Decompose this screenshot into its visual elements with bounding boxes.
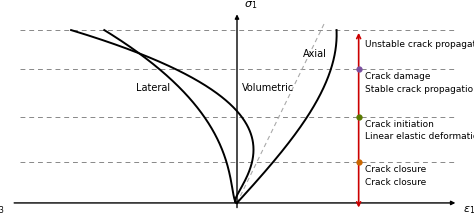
Text: Unstable crack propagation: Unstable crack propagation	[365, 40, 474, 49]
Text: Axial: Axial	[303, 49, 327, 59]
Text: $\varepsilon_1$: $\varepsilon_1$	[463, 204, 474, 216]
Text: Crack initiation: Crack initiation	[365, 120, 434, 129]
Text: $\sigma_1$: $\sigma_1$	[244, 0, 257, 11]
Text: Crack closure: Crack closure	[365, 165, 427, 174]
Text: Crack damage: Crack damage	[365, 72, 431, 81]
Text: Lateral: Lateral	[136, 83, 170, 93]
Text: Linear elastic deformation: Linear elastic deformation	[365, 132, 474, 141]
Text: Stable crack propagation: Stable crack propagation	[365, 85, 474, 94]
Text: Volumetric: Volumetric	[242, 83, 294, 93]
Text: Crack closure: Crack closure	[365, 178, 427, 187]
Text: $\varepsilon_3$: $\varepsilon_3$	[0, 204, 5, 216]
